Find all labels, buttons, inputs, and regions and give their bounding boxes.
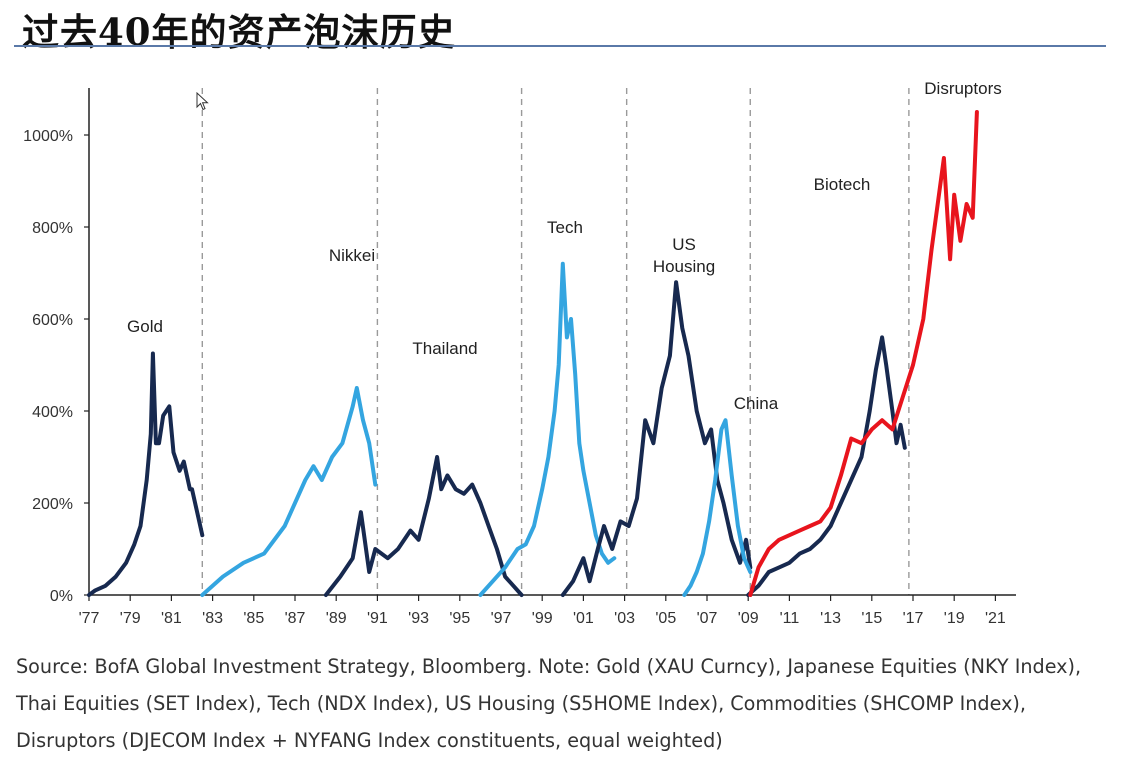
series-line-nikkei <box>200 386 378 597</box>
x-tick-label: '97 <box>491 610 512 627</box>
x-tick-label: '17 <box>903 610 924 627</box>
x-tick-label: '11 <box>780 610 800 627</box>
series-line-china <box>682 418 753 597</box>
series-line-thailand <box>323 455 524 597</box>
series-label-line: China <box>734 394 779 413</box>
title-underline <box>14 45 1106 47</box>
y-tick-label: 600% <box>32 312 73 329</box>
x-tick-label: '07 <box>697 610 718 627</box>
series-label: Tech <box>547 218 583 237</box>
x-tick-label: '89 <box>326 610 347 627</box>
series-label-line: Gold <box>127 317 163 336</box>
series-line-tech <box>478 261 617 597</box>
line-chart: 0% 200% 400% 600% 800% 1000% '77 '79 '81 '83 '85 '8… <box>23 79 1016 627</box>
series-label-line: Disruptors <box>924 79 1001 98</box>
x-tick-label: '03 <box>614 610 635 627</box>
x-tick-label: '81 <box>161 610 182 627</box>
series-label: Nikkei <box>329 246 375 265</box>
series-label-line: Housing <box>653 257 715 276</box>
x-tick-label: '77 <box>79 610 100 627</box>
x-tick-label: '91 <box>367 610 388 627</box>
y-tick-label: 400% <box>32 404 73 421</box>
series-group <box>87 110 979 597</box>
x-tick-label: '13 <box>820 610 841 627</box>
x-tick-label: '21 <box>985 610 1006 627</box>
x-tick-label: '83 <box>202 610 223 627</box>
series-label: Disruptors <box>924 79 1001 98</box>
source-line: Thai Equities (SET Index), Tech (NDX Ind… <box>16 692 1027 715</box>
series-label: US Housing <box>653 235 715 276</box>
series-line-us-housing <box>560 280 753 597</box>
series-label: Gold <box>127 317 163 336</box>
source-line: Source: BofA Global Investment Strategy,… <box>16 655 1082 678</box>
x-tick-label: '95 <box>449 610 470 627</box>
series-label-line: Thailand <box>412 339 477 358</box>
series-labels: Gold Nikkei Thailand Tech US Housing China Biot… <box>127 79 1002 413</box>
x-tick-label: '79 <box>120 610 141 627</box>
x-tick-label: '09 <box>738 610 759 627</box>
series-line-disruptors <box>748 110 979 597</box>
x-tick-label: '87 <box>285 610 306 627</box>
series-label-line: US <box>672 235 696 254</box>
series-line-biotech <box>746 335 907 597</box>
x-tick-label: '93 <box>408 610 429 627</box>
y-tick-label: 0% <box>50 588 73 605</box>
y-tick-label: 1000% <box>23 128 73 145</box>
x-tick-label: '01 <box>573 610 594 627</box>
series-label-line: Biotech <box>814 175 871 194</box>
x-tick-label: '99 <box>532 610 553 627</box>
x-tick-label: '05 <box>655 610 676 627</box>
series-label: Biotech <box>814 175 871 194</box>
y-tick-label: 800% <box>32 220 73 237</box>
y-tick-label: 200% <box>32 496 73 513</box>
period-dividers <box>201 88 910 595</box>
x-tick-label: '19 <box>944 610 965 627</box>
series-label-line: Tech <box>547 218 583 237</box>
axes: 0% 200% 400% 600% 800% 1000% '77 '79 '81 '83 '85 '8… <box>23 88 1016 627</box>
x-tick-label: '85 <box>243 610 264 627</box>
mouse-cursor-icon <box>196 92 209 111</box>
source-note: Source: BofA Global Investment Strategy,… <box>16 648 1126 759</box>
series-label: China <box>734 394 779 413</box>
series-label-line: Nikkei <box>329 246 375 265</box>
series-line-gold <box>87 351 205 597</box>
series-label: Thailand <box>412 339 477 358</box>
x-tick-label: '15 <box>861 610 882 627</box>
source-line: Disruptors (DJECOM Index + NYFANG Index … <box>16 729 723 752</box>
